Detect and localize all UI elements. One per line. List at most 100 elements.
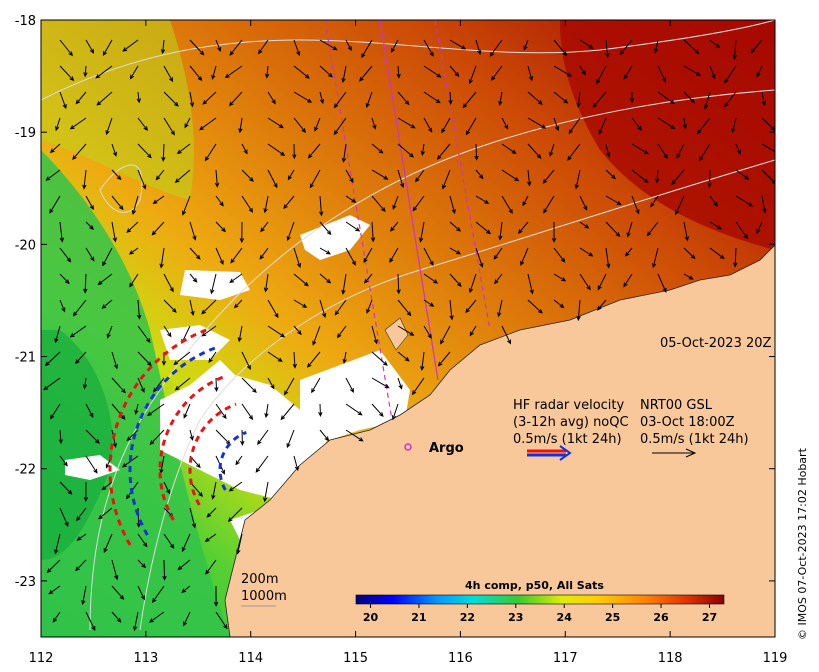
current-arrow — [102, 247, 113, 267]
current-arrow — [284, 377, 295, 396]
current-arrow — [345, 169, 354, 184]
current-arrow — [75, 91, 87, 105]
current-arrow — [189, 91, 195, 108]
hf-radar-vectors — [108, 327, 247, 546]
lat-tick-label: -22 — [15, 463, 36, 478]
current-arrow — [280, 403, 295, 421]
current-arrow — [128, 247, 139, 255]
current-arrow — [59, 39, 73, 57]
current-arrow — [605, 39, 610, 59]
current-arrow — [579, 221, 590, 229]
current-arrow — [49, 403, 61, 420]
radar-arc — [218, 431, 247, 491]
current-arrow — [137, 533, 148, 548]
current-arrow — [267, 91, 276, 105]
current-arrow — [423, 325, 432, 339]
current-arrow — [397, 143, 415, 158]
current-arrow — [370, 221, 376, 243]
colorbar-tick-label: 24 — [557, 611, 573, 624]
current-arrow — [45, 169, 61, 181]
current-arrow — [342, 351, 347, 364]
current-arrow — [106, 325, 113, 339]
current-arrow — [153, 377, 165, 393]
radar-arc — [158, 374, 227, 521]
current-arrow — [111, 351, 119, 370]
current-arrow — [396, 273, 401, 295]
current-arrow — [72, 143, 87, 160]
current-arrow — [151, 221, 165, 236]
current-arrow — [441, 117, 451, 134]
glider-tracks — [324, 20, 491, 421]
current-arrow — [258, 39, 269, 55]
current-arrow — [567, 143, 581, 161]
current-arrow — [177, 559, 191, 571]
current-arrow — [204, 533, 217, 543]
current-arrow — [227, 507, 243, 523]
current-arrow — [137, 299, 142, 320]
current-arrow — [605, 143, 611, 158]
current-arrow — [501, 143, 517, 155]
current-arrow — [163, 299, 177, 313]
current-arrow — [111, 221, 118, 243]
current-arrow — [501, 195, 513, 214]
current-arrow — [163, 117, 175, 136]
current-arrow — [306, 351, 321, 368]
current-arrow — [619, 39, 633, 56]
current-arrow — [174, 377, 191, 391]
current-arrow — [623, 273, 633, 288]
current-arrow — [498, 91, 503, 107]
coolest-water — [41, 330, 113, 560]
current-arrow — [214, 169, 220, 188]
current-arrow — [69, 325, 87, 338]
current-arrow — [183, 611, 191, 627]
current-arrow — [657, 91, 676, 105]
current-arrow — [397, 377, 403, 390]
current-arrow — [173, 351, 191, 366]
current-arrow — [553, 65, 572, 77]
land-pilbara — [225, 245, 775, 637]
current-arrow — [475, 39, 482, 55]
current-arrow — [423, 65, 442, 78]
current-arrow — [229, 39, 243, 56]
current-arrow — [735, 195, 754, 207]
current-arrow — [205, 559, 217, 575]
current-arrow — [184, 117, 191, 129]
latitude-axis: -18 -19 -20 -21 -22 -23 — [15, 14, 775, 590]
current-arrow — [263, 481, 269, 503]
cloud-mask — [65, 215, 410, 540]
current-arrow — [134, 403, 139, 415]
current-arrow — [522, 195, 529, 207]
current-arrow — [83, 65, 88, 78]
current-arrow — [59, 247, 72, 263]
current-arrow — [211, 481, 217, 500]
current-arrow — [311, 377, 321, 394]
current-arrow — [129, 273, 139, 288]
current-arrow — [724, 91, 737, 108]
lon-tick-label: 116 — [448, 651, 473, 666]
current-arrow — [137, 117, 148, 132]
current-arrow — [264, 403, 269, 419]
current-arrow — [159, 247, 165, 269]
current-arrow — [671, 169, 685, 186]
current-arrow — [735, 221, 749, 240]
current-arrow — [292, 143, 297, 160]
current-arrow — [137, 325, 151, 344]
current-arrow — [52, 611, 61, 623]
current-arrow — [675, 195, 685, 216]
current-arrow — [189, 39, 205, 56]
current-arrow — [319, 247, 332, 255]
current-arrow — [592, 91, 607, 108]
current-arrow — [215, 247, 224, 266]
colorbar-tick-label: 25 — [605, 611, 620, 624]
current-arrow — [336, 325, 347, 339]
current-arrow — [579, 273, 591, 291]
current-arrow — [527, 117, 547, 129]
current-arrow — [397, 91, 410, 106]
current-arrow — [293, 325, 302, 336]
current-arrow — [129, 65, 139, 80]
current-arrow — [501, 117, 509, 130]
current-arrow — [657, 143, 668, 160]
current-arrow — [103, 533, 113, 554]
current-arrow — [494, 273, 503, 285]
current-arrow — [682, 117, 688, 130]
